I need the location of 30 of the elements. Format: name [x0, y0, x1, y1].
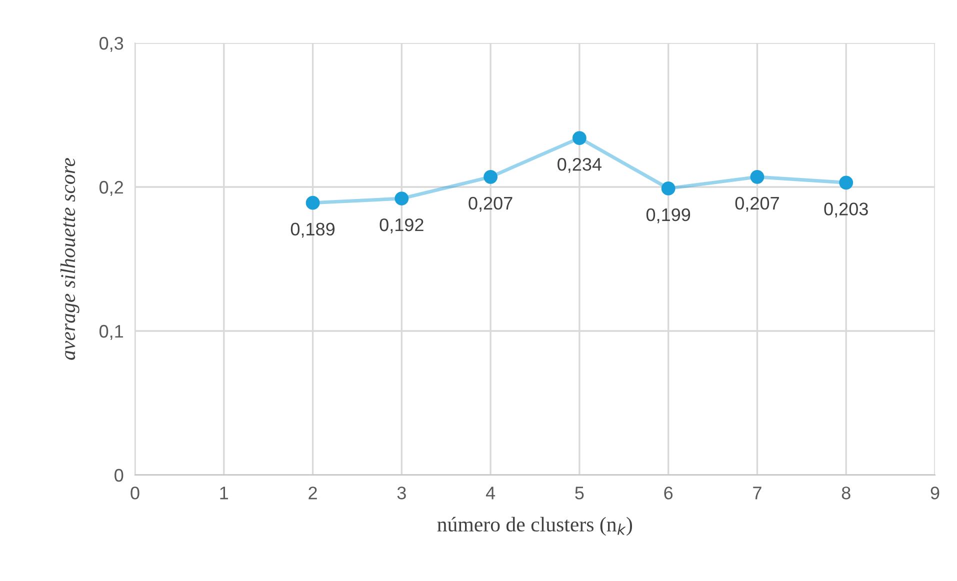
point [306, 196, 320, 210]
y-tick-label: 0,2 [99, 180, 123, 196]
y-axis-title: average silhouette score [60, 158, 80, 360]
data-label: 0,192 [380, 218, 424, 234]
point [750, 170, 764, 184]
point [661, 181, 676, 196]
x-tick-label: 1 [220, 486, 228, 500]
point [484, 170, 498, 184]
y-tick-label: 0,1 [99, 324, 124, 340]
data-label: 0,203 [824, 202, 868, 218]
data-label: 0,207 [735, 196, 779, 212]
x-tick-label: 5 [575, 486, 584, 500]
x-tick-label: 3 [397, 486, 406, 500]
x-tick-label: 4 [486, 486, 496, 500]
x-axis-title: número de clusters (n$_{k}$) [437, 516, 632, 536]
x-tick-label: 2 [308, 486, 317, 500]
data-label: 0,207 [468, 196, 512, 212]
data-label: 0,189 [290, 222, 335, 238]
point [572, 131, 586, 145]
y-tick-label: 0 [114, 468, 124, 482]
data-label: 0,199 [646, 208, 690, 224]
x-tick-label: 6 [664, 486, 673, 500]
x-tick-label: 8 [842, 486, 850, 500]
y-tick-label: 0,3 [99, 36, 124, 52]
x-tick-label: 9 [930, 486, 940, 500]
data-label: 0,234 [558, 158, 602, 173]
point [394, 192, 409, 206]
point [839, 176, 854, 190]
x-tick-label: 0 [130, 486, 140, 500]
x-tick-label: 7 [753, 486, 762, 500]
